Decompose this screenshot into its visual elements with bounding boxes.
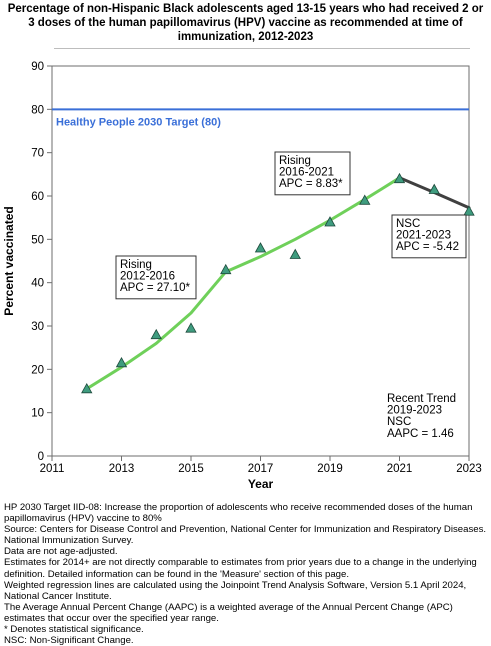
- trend-line-rising: [85, 270, 228, 391]
- annotation-line: AAPC = 1.46: [387, 428, 454, 440]
- y-tick-label: 50: [31, 234, 44, 246]
- y-tick-label: 30: [31, 321, 44, 333]
- annotation-line: 2019-2023: [387, 405, 442, 417]
- annotation-line: NSC: [387, 416, 411, 428]
- data-point: [393, 172, 406, 184]
- footnote: Weighted regression lines are calculated…: [4, 579, 467, 602]
- y-tick-label: 60: [31, 191, 44, 203]
- footnote: HP 2030 Target IID-08: Increase the prop…: [4, 502, 473, 525]
- annotation-line: APC = -5.42: [396, 241, 459, 253]
- data-point: [359, 194, 371, 205]
- y-tick-label: 10: [31, 408, 44, 420]
- footnote: Estimates for 2014+ are not directly com…: [4, 557, 477, 580]
- joinpoint-chart: 0 10 20 30 40 50 60 70 80 90 2011 2013 2015 2017 2019 2…: [2, 61, 482, 491]
- trend-line-rising: [224, 176, 401, 274]
- footnote: * Denotes statistical significance.: [4, 624, 144, 636]
- data-point: [150, 328, 162, 340]
- annotation-line: Rising: [120, 259, 152, 271]
- y-tick-label: 80: [31, 104, 44, 116]
- data-point: [428, 183, 440, 194]
- annotation-frame: [115, 255, 197, 300]
- data-point: [115, 357, 128, 368]
- annotation-line: 2016-2021: [279, 167, 334, 179]
- annotation-line: APC = 27.10*: [120, 282, 191, 294]
- x-axis-title: Year: [248, 477, 274, 491]
- data-point: [463, 205, 475, 216]
- data-point: [289, 248, 301, 259]
- annotation-line: NSC: [396, 218, 420, 230]
- annotation-frame: [383, 390, 463, 445]
- y-tick-label: 70: [31, 148, 44, 160]
- y-axis-title: Percent vaccinated: [2, 206, 16, 315]
- data-point: [185, 322, 197, 333]
- data-point: [220, 263, 232, 275]
- footnote: The Average Annual Percent Change (AAPC)…: [4, 601, 453, 624]
- x-tick-label: 2021: [387, 463, 413, 475]
- footnote: NSC: Non-Significant Change.: [4, 635, 134, 646]
- y-tick-label: 90: [31, 61, 44, 73]
- data-point: [81, 383, 93, 394]
- x-tick-label: 2013: [109, 463, 135, 475]
- title-divider: [54, 48, 470, 49]
- target-label: Healthy People 2030 Target (80): [56, 116, 221, 128]
- y-tick-label: 20: [31, 364, 44, 376]
- footnote: Source: Centers for Disease Control and …: [4, 524, 487, 547]
- data-point: [254, 242, 267, 253]
- x-tick-label: 2015: [178, 463, 204, 475]
- footnotes: HP 2030 Target IID-08: Increase the prop…: [4, 502, 488, 646]
- annotation-line: Recent Trend: [387, 393, 456, 405]
- data-point: [324, 216, 336, 227]
- annotation-line: Rising: [279, 155, 311, 167]
- y-tick-label: 40: [31, 278, 44, 290]
- x-tick-label: 2019: [317, 463, 343, 475]
- annotation-line: 2012-2016: [120, 271, 175, 283]
- annotation-frame: [391, 214, 467, 259]
- y-tick-label: 0: [38, 451, 44, 463]
- annotation-frame: [274, 151, 351, 196]
- x-tick-label: 2023: [456, 463, 482, 475]
- x-tick-label: 2011: [40, 463, 65, 475]
- annotation-line: APC = 8.83*: [279, 178, 343, 190]
- x-tick-label: 2017: [248, 463, 274, 475]
- chart-title: Percentage of non-Hispanic Black adolesc…: [7, 3, 484, 43]
- footnote: Data are not age-adjusted.: [4, 546, 118, 558]
- annotation-line: 2021-2023: [396, 230, 451, 242]
